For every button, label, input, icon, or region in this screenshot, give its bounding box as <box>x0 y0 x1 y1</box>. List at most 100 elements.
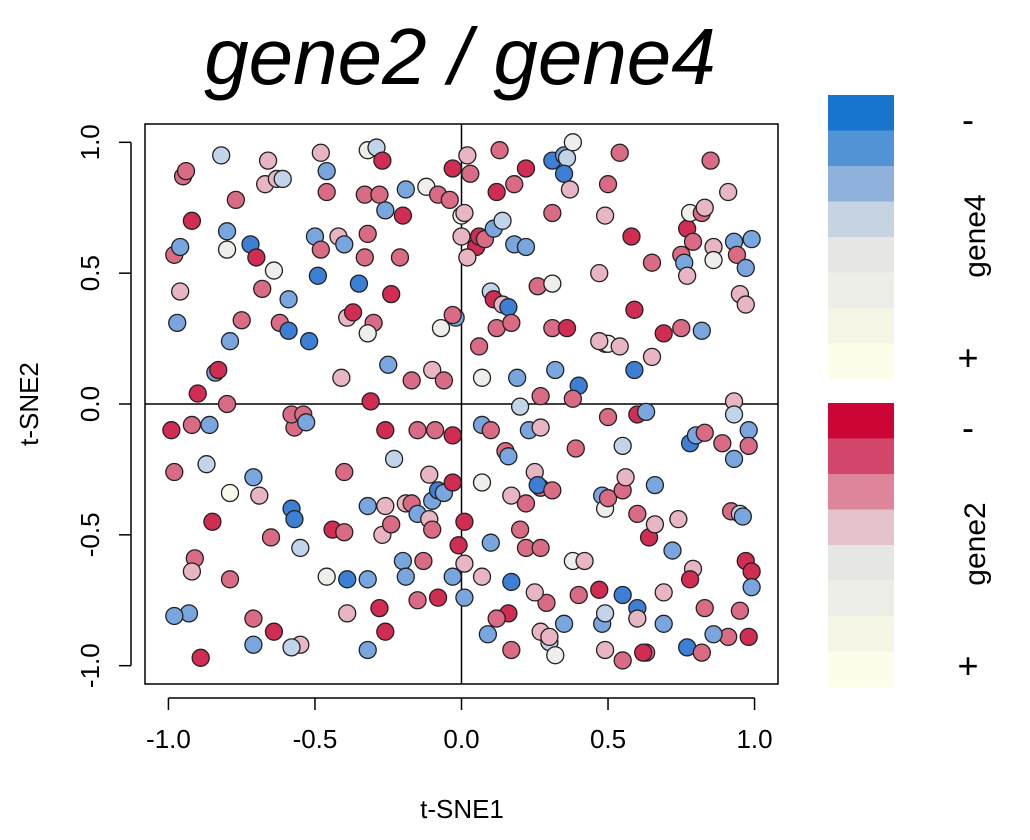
scatter-point <box>358 640 377 660</box>
scatter-point <box>525 583 544 602</box>
scatter-point <box>563 133 583 152</box>
scatter-point <box>516 237 536 257</box>
x-axis: -1.0 -0.5 0.0 0.5 1.0 <box>146 697 773 754</box>
scatter-point <box>428 588 448 607</box>
scatter-point <box>502 486 521 505</box>
scatter-point <box>733 507 752 526</box>
scatter-point <box>168 313 187 333</box>
scatter-point <box>420 465 439 484</box>
legend-gene2-label: gene2 <box>959 502 992 585</box>
scatter-point <box>393 206 413 225</box>
scatter-point <box>258 151 278 170</box>
scatter-point <box>510 397 530 416</box>
scatter-point <box>560 180 580 199</box>
scatter-point <box>291 538 310 558</box>
y-tick-label: -0.5 <box>75 512 105 557</box>
legend-swatch <box>828 474 894 510</box>
legend-swatch <box>828 237 894 273</box>
scatter-point <box>493 211 512 230</box>
scatter-point <box>569 585 588 605</box>
scatter-point <box>379 355 398 374</box>
scatter-point <box>182 211 202 230</box>
scatter-point <box>455 554 474 573</box>
x-tick-label: 0.5 <box>590 724 626 754</box>
scatter-point <box>654 324 673 343</box>
scatter-point <box>742 562 761 581</box>
scatter-point <box>575 551 594 571</box>
legend-swatch <box>828 130 894 167</box>
scatter-point <box>590 264 609 283</box>
scatter-point <box>610 337 629 356</box>
scatter-point <box>704 625 723 644</box>
scatter-point <box>678 266 697 285</box>
x-tick-label: 1.0 <box>736 724 772 754</box>
scatter-point <box>299 332 319 351</box>
scatter-point <box>171 282 190 301</box>
scatter-point <box>537 593 556 613</box>
scatter-point <box>250 486 269 505</box>
scatter-point <box>423 360 442 380</box>
scatter-point <box>595 206 615 225</box>
scatter-point <box>516 159 536 178</box>
x-tick-label: 0.0 <box>443 724 479 754</box>
scatter-point <box>543 481 562 500</box>
scatter-point <box>546 360 565 380</box>
scatter-point <box>232 311 251 330</box>
x-tick-label: -1.0 <box>146 724 191 754</box>
scatter-point <box>343 303 363 322</box>
scatter-point <box>358 496 377 516</box>
legend-gene4-minus: - <box>962 99 974 140</box>
scatter-point <box>472 473 492 492</box>
scatter-point <box>739 421 758 440</box>
y-axis-label: t-SNE2 <box>14 362 44 446</box>
scatter-point <box>557 148 577 168</box>
scatter-point <box>598 407 618 427</box>
scatter-point <box>297 413 316 432</box>
scatter-point <box>499 447 518 466</box>
scatter-point <box>449 536 468 555</box>
scatter-point <box>382 284 401 304</box>
scatter-point <box>502 640 521 660</box>
scatter-point <box>279 290 298 309</box>
scatter-point <box>217 394 237 414</box>
scatter-point <box>461 164 480 183</box>
scatter-point <box>264 622 284 641</box>
scatter-point <box>701 151 720 170</box>
scatter-point <box>244 468 263 487</box>
scatter-point <box>165 462 184 482</box>
scatter-point <box>349 274 369 293</box>
legend-gene4-plus: + <box>957 337 978 378</box>
scatter-point <box>628 609 647 628</box>
scatter-point <box>736 258 755 278</box>
scatter-point <box>622 227 641 246</box>
scatter-point <box>217 240 237 259</box>
scatter-point <box>443 426 462 445</box>
scatter-point <box>176 161 196 181</box>
legend-gene4-label: gene4 <box>959 194 992 277</box>
scatter-point <box>455 512 474 531</box>
legend-swatch <box>828 166 894 202</box>
scatter-point <box>598 175 618 194</box>
scatter-point <box>182 562 202 581</box>
scatter-point <box>317 567 336 586</box>
scatter-point <box>531 386 550 406</box>
scatter-point <box>719 182 738 202</box>
scatter-point <box>361 392 380 411</box>
scatter-point <box>220 570 240 589</box>
scatter-point <box>613 436 632 456</box>
legend-swatch <box>828 509 894 546</box>
scatter-point <box>543 274 562 293</box>
scatter-point <box>244 609 263 628</box>
scatter-point <box>490 141 509 160</box>
scatter-point <box>317 182 336 202</box>
scatter-point <box>261 528 281 547</box>
scatter-point <box>332 368 351 387</box>
scatter-point <box>502 572 521 592</box>
scatter-point <box>692 643 711 662</box>
scatter-point <box>727 245 747 264</box>
legend-swatch <box>828 308 894 344</box>
scatter-points <box>162 133 761 670</box>
scatter-point <box>654 614 673 633</box>
scatter-point <box>358 570 377 589</box>
